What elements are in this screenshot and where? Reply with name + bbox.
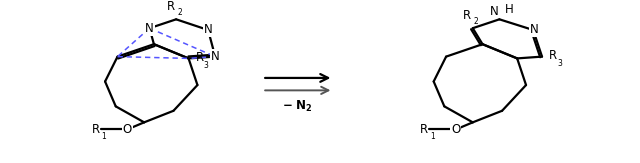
Text: N: N <box>145 22 154 35</box>
Text: 1: 1 <box>102 132 106 141</box>
Text: R: R <box>92 123 100 135</box>
Text: H: H <box>505 3 513 16</box>
Text: O: O <box>123 123 132 136</box>
Text: R: R <box>420 123 428 135</box>
Text: 2: 2 <box>178 8 182 17</box>
Text: R: R <box>463 9 471 22</box>
Text: 3: 3 <box>204 61 209 70</box>
Text: R: R <box>549 49 557 62</box>
Text: R: R <box>196 51 204 64</box>
Text: 2: 2 <box>474 16 478 26</box>
Text: 3: 3 <box>557 59 562 68</box>
Text: N: N <box>204 23 212 37</box>
Text: 1: 1 <box>430 132 435 141</box>
Text: $\mathbf{-\ N_2}$: $\mathbf{-\ N_2}$ <box>282 99 313 114</box>
Text: N: N <box>530 23 538 36</box>
Text: O: O <box>451 123 461 136</box>
Text: N: N <box>211 50 220 63</box>
Text: N: N <box>490 5 499 18</box>
Text: R: R <box>167 0 175 13</box>
